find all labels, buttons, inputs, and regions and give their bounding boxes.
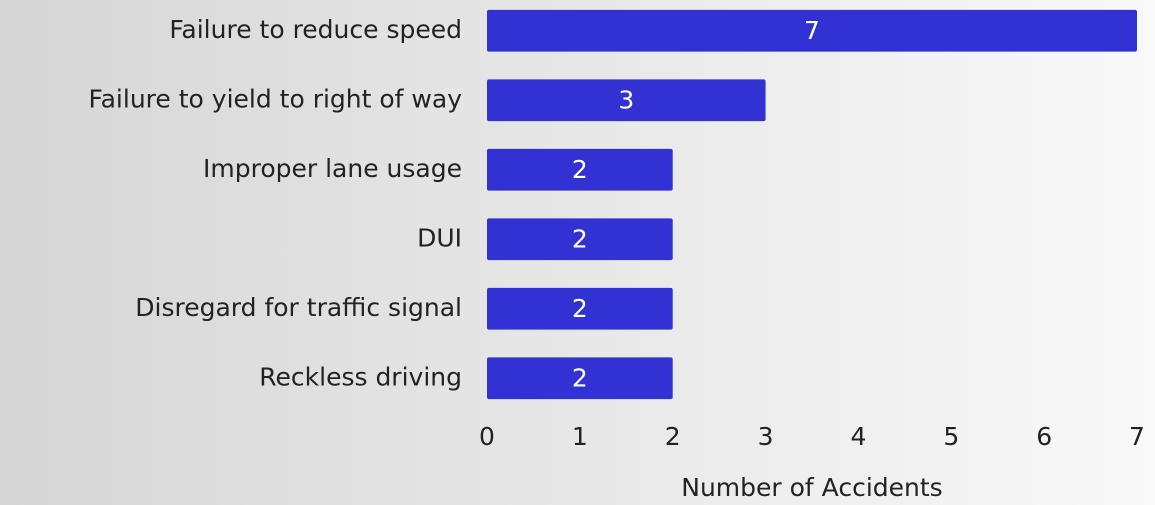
data-label: 3	[618, 85, 634, 114]
y-tick-label: Failure to reduce speed	[169, 15, 462, 44]
y-tick-label: Reckless driving	[259, 362, 462, 391]
bar	[487, 148, 673, 191]
x-tick-label: 5	[943, 422, 959, 451]
bar	[487, 79, 766, 122]
y-tick-label: DUI	[417, 223, 462, 252]
x-tick-label: 2	[665, 422, 681, 451]
bar	[487, 218, 673, 261]
x-tick-label: 0	[479, 422, 495, 451]
data-label: 2	[572, 294, 588, 323]
data-label: 2	[572, 224, 588, 253]
x-tick-label: 1	[572, 422, 588, 451]
y-tick-label: Improper lane usage	[203, 154, 462, 183]
bar	[487, 9, 1137, 52]
x-tick-label: 3	[758, 422, 774, 451]
bar	[487, 287, 673, 330]
y-tick-label: Disregard for traffic signal	[135, 293, 462, 322]
x-axis-label: Number of Accidents	[681, 473, 942, 502]
bar	[487, 357, 673, 400]
x-tick-label: 4	[850, 422, 866, 451]
x-tick-label: 7	[1129, 422, 1145, 451]
x-tick-label: 6	[1036, 422, 1052, 451]
data-label: 2	[572, 363, 588, 392]
data-label: 7	[804, 16, 820, 45]
data-label: 2	[572, 155, 588, 184]
y-tick-label: Failure to yield to right of way	[89, 84, 463, 113]
